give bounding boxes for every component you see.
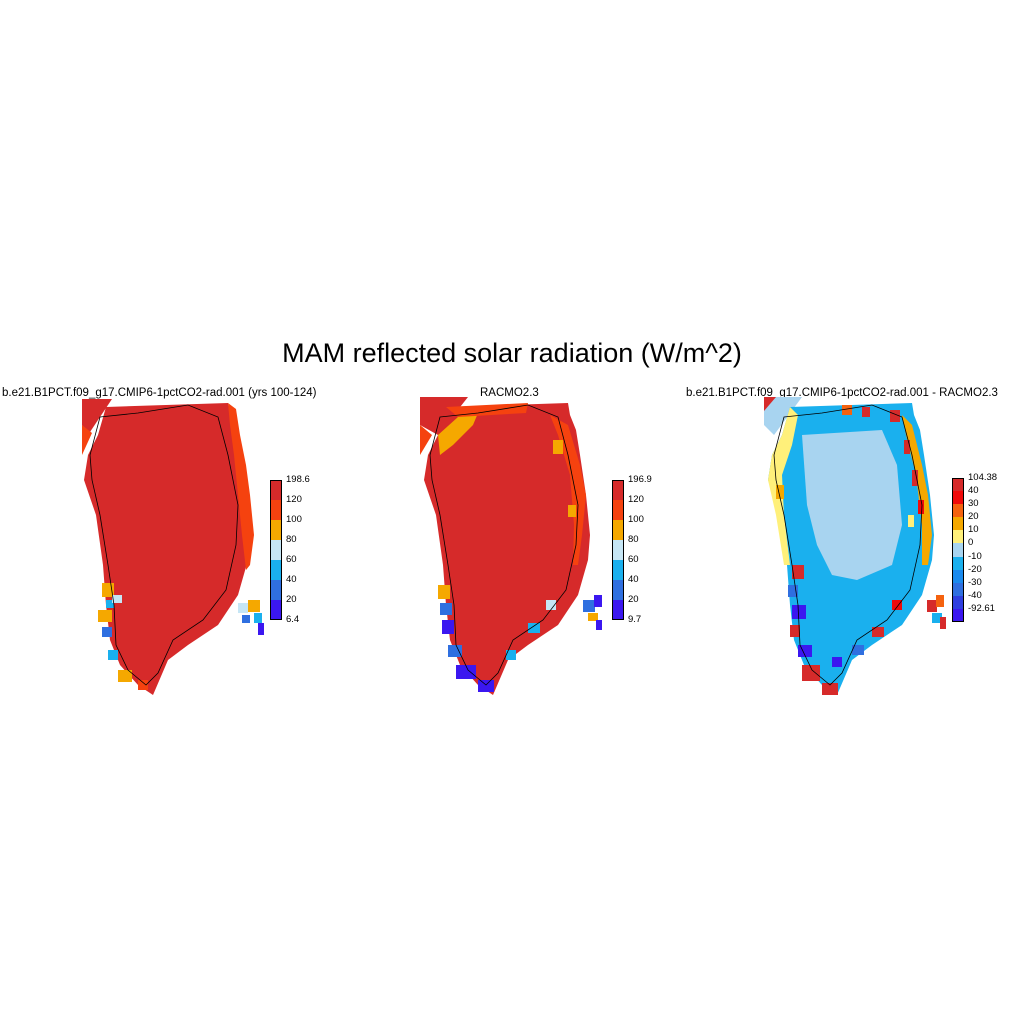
colorbar-tick-label: 40 <box>628 574 639 585</box>
colorbar-tick-label: 20 <box>968 511 979 523</box>
colorbar-swatch <box>952 504 964 518</box>
colorbar-swatch <box>952 543 964 557</box>
colorbar-tick-label: 60 <box>628 554 639 565</box>
colorbar-swatch <box>612 520 624 540</box>
colorbar-swatch <box>270 580 282 600</box>
panel-1-map <box>82 399 264 695</box>
colorbar-swatch <box>952 478 964 492</box>
colorbar-tick-label: 120 <box>628 494 644 505</box>
colorbar-swatch <box>952 556 964 570</box>
panel-3-map <box>764 397 946 695</box>
colorbar-tick-label: 60 <box>286 554 297 565</box>
panel-3-title: b.e21.B1PCT.f09_g17.CMIP6-1pctCO2-rad.00… <box>686 387 998 399</box>
colorbar-swatch <box>270 600 282 620</box>
colorbar-tick-label: 40 <box>286 574 297 585</box>
colorbar-swatch <box>612 500 624 520</box>
colorbar-tick-label: -10 <box>968 550 982 562</box>
colorbar-swatch <box>952 608 964 622</box>
figure-title: MAM reflected solar radiation (W/m^2) <box>282 338 742 368</box>
colorbar-tick-label: 80 <box>628 534 639 545</box>
colorbar-tick-label: 40 <box>968 485 979 497</box>
colorbar-tick-label: -30 <box>968 576 982 588</box>
colorbar-tick-label: 9.7 <box>628 614 642 625</box>
colorbar-swatch <box>952 491 964 505</box>
colorbar-swatch <box>270 540 282 560</box>
colorbar-tick-label: 120 <box>286 494 302 505</box>
colorbar-tick-label: 100 <box>628 514 644 525</box>
colorbar-tick-label: 80 <box>286 534 297 545</box>
colorbar-tick-label: 100 <box>286 514 302 525</box>
colorbar-tick-label: 30 <box>968 498 979 510</box>
colorbar-swatch <box>270 560 282 580</box>
colorbar-swatch <box>952 595 964 609</box>
colorbar-tick-label: -92.61 <box>968 602 995 614</box>
colorbar-swatch <box>952 569 964 583</box>
colorbar-tick-label: 198.6 <box>286 474 310 485</box>
panel-3-colorbar: 104.38 40 30 20 10 0 -10 -20 -30 -40 -92.61 <box>952 472 1018 628</box>
colorbar-tick-label: 6.4 <box>286 614 300 625</box>
colorbar-swatch <box>612 560 624 580</box>
panel-2-colorbar: 196.9 120 100 80 60 40 20 9.7 <box>612 474 672 625</box>
colorbar-tick-label: 104.38 <box>968 472 998 483</box>
panel-1-title: b.e21.B1PCT.f09_g17.CMIP6-1pctCO2-rad.00… <box>2 387 317 399</box>
colorbar-tick-label: 196.9 <box>628 474 652 485</box>
colorbar-swatch <box>612 540 624 560</box>
colorbar-swatch <box>612 600 624 620</box>
colorbar-swatch <box>270 500 282 520</box>
colorbar-swatch <box>612 580 624 600</box>
colorbar-swatch <box>612 480 624 500</box>
panel-1-colorbar: 198.6 120 100 80 60 40 20 6.4 <box>270 474 330 625</box>
colorbar-tick-label: -20 <box>968 563 982 575</box>
colorbar-swatch <box>952 582 964 596</box>
panel-2-map <box>420 397 602 695</box>
colorbar-tick-label: -40 <box>968 589 982 601</box>
colorbar-swatch <box>952 517 964 531</box>
colorbar-tick-label: 20 <box>628 594 639 605</box>
colorbar-swatch <box>270 520 282 540</box>
panel-2-title: RACMO2.3 <box>480 387 539 399</box>
colorbar-swatch <box>270 480 282 500</box>
colorbar-tick-label: 0 <box>968 537 974 549</box>
colorbar-swatch <box>952 530 964 544</box>
colorbar-tick-label: 10 <box>968 524 979 536</box>
colorbar-tick-label: 20 <box>286 594 297 605</box>
